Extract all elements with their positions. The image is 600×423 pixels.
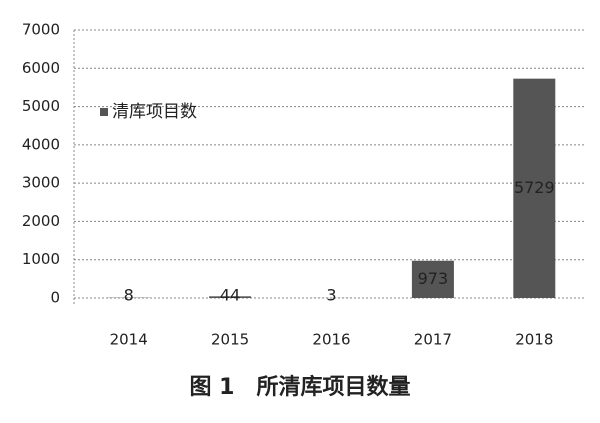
y-tick-label: 6000 <box>22 59 60 77</box>
bar <box>209 296 252 298</box>
data-label: 8 <box>124 286 134 305</box>
legend-label: 清库项目数 <box>112 102 197 122</box>
x-tick-label: 2014 <box>110 331 148 349</box>
y-tick-label: 5000 <box>22 97 60 115</box>
y-tick-label: 4000 <box>22 135 60 153</box>
y-tick-label: 3000 <box>22 174 60 192</box>
y-tick-label: 1000 <box>22 250 60 268</box>
y-tick-label: 7000 <box>22 21 60 39</box>
x-tick-label: 2015 <box>211 331 249 349</box>
data-label: 3 <box>326 286 336 305</box>
data-label: 973 <box>418 269 449 288</box>
bar <box>411 260 454 298</box>
data-label: 5729 <box>514 178 555 197</box>
x-tick-label: 2017 <box>414 331 452 349</box>
bar <box>513 78 556 299</box>
x-tick-label: 2016 <box>312 331 350 349</box>
data-label: 44 <box>220 286 240 305</box>
y-tick-label: 0 <box>50 289 60 307</box>
chart-caption: 图 1 所清库项目数量 <box>190 374 411 400</box>
y-tick-label: 2000 <box>22 212 60 230</box>
x-tick-label: 2018 <box>515 331 553 349</box>
legend-swatch <box>100 108 108 116</box>
